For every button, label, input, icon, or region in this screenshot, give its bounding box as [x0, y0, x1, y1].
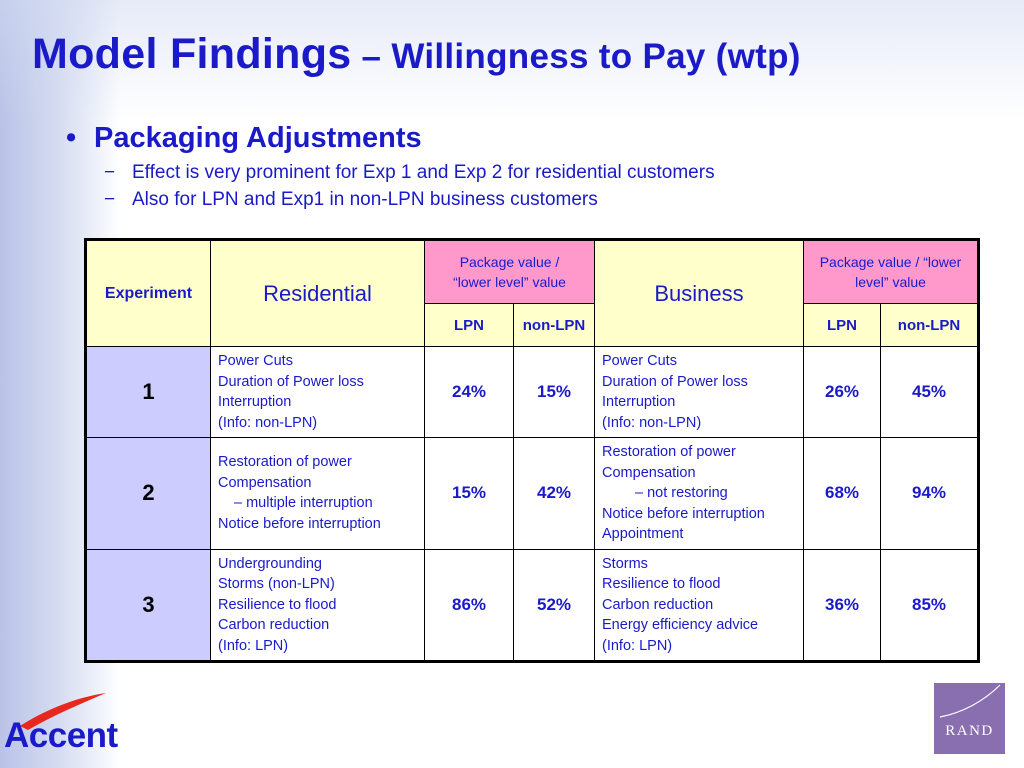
header-business-package-value: Package value / “lower level” value — [803, 239, 980, 304]
header-text-line: Package value / “lower — [819, 254, 962, 270]
description-line: Storms — [602, 555, 648, 572]
background-top-band — [0, 0, 1024, 120]
table-subheader-row: LPN non-LPN LPN non-LPN — [86, 303, 980, 347]
slide-title-subtitle: – Willingness to Pay (wtp) — [351, 37, 801, 76]
description-line: Duration of Power loss — [602, 373, 748, 390]
description-line: Energy efficiency advice — [602, 617, 759, 633]
header-experiment: Experiment — [85, 239, 211, 347]
business-description: Storms Resilience to flood Carbon reduct… — [594, 548, 805, 662]
description-line: Interruption — [218, 394, 292, 410]
bullet-dot-icon: • — [66, 122, 77, 154]
description-line: Compensation — [218, 474, 312, 491]
accent-swoosh-icon — [20, 693, 106, 730]
main-bullet: • Packaging Adjustments — [66, 122, 422, 155]
description-line: (Info: non-LPN) — [602, 414, 702, 431]
slide-title-main: Model Findings — [32, 30, 352, 78]
description-line: – multiple interruption — [234, 495, 373, 512]
accent-logo: Accent — [2, 690, 160, 762]
description-line: Notice before interruption — [218, 515, 381, 532]
sub-bullet-2: − Also for LPN and Exp1 in non-LPN busine… — [104, 189, 598, 211]
description-line: Power Cuts — [218, 353, 293, 369]
residential-description: Restoration of power Compensation – mult… — [210, 437, 425, 550]
header-business-non-lpn: non-LPN — [880, 303, 980, 347]
description-line: Carbon reduction — [218, 617, 330, 633]
experiment-number: 1 — [85, 346, 211, 438]
main-bullet-text: Packaging Adjustments — [94, 122, 422, 154]
description-line: (Info: LPN) — [218, 637, 289, 654]
header-residential-lpn: LPN — [424, 303, 514, 347]
description-line: Restoration of power — [218, 454, 352, 471]
header-residential-non-lpn: non-LPN — [512, 303, 596, 347]
rand-logo: RAND — [934, 683, 1005, 754]
description-line: Compensation — [602, 464, 696, 481]
header-residential: Residential — [210, 239, 425, 347]
header-text-line: level” value — [855, 274, 926, 290]
sub-bullet-dash-icon: − — [104, 189, 116, 210]
header-business-lpn: LPN — [803, 303, 882, 347]
description-line: Appointment — [602, 526, 684, 542]
business-non-lpn-value: 85% — [880, 548, 980, 662]
description-line: Resilience to flood — [218, 596, 337, 613]
residential-non-lpn-value: 42% — [512, 437, 596, 550]
description-line: Carbon reduction — [602, 596, 714, 613]
header-business: Business — [594, 239, 805, 347]
description-line: Power Cuts — [602, 353, 677, 369]
header-residential-package-value: Package value / “lower level” value — [423, 239, 596, 304]
slide-title: Model Findings – Willingness to Pay (wtp… — [32, 30, 801, 79]
table-row: 2 Restoration of power Compensation – mu… — [85, 437, 980, 550]
description-line: (Info: non-LPN) — [218, 414, 318, 431]
business-non-lpn-value: 45% — [880, 346, 980, 438]
sub-bullet-dash-icon: − — [104, 162, 116, 183]
business-lpn-value: 68% — [803, 437, 882, 550]
description-line: Resilience to flood — [602, 576, 721, 592]
description-line: (Info: LPN) — [602, 637, 673, 654]
header-text-line: Package value / — [459, 254, 560, 270]
residential-lpn-value: 86% — [424, 548, 514, 662]
description-line: Restoration of power — [602, 444, 736, 460]
business-non-lpn-value: 94% — [880, 437, 980, 550]
experiment-number: 3 — [85, 548, 211, 662]
residential-description: Undergrounding Storms (non-LPN) Resilien… — [210, 548, 425, 662]
residential-lpn-value: 24% — [424, 346, 514, 438]
sub-bullet-1: − Effect is very prominent for Exp 1 and … — [104, 162, 715, 184]
description-line: Storms (non-LPN) — [218, 576, 335, 592]
business-description: Power Cuts Duration of Power loss Interr… — [594, 346, 805, 438]
description-line: – not restoring — [635, 485, 728, 501]
description-line: Notice before interruption — [602, 505, 765, 522]
description-line: Interruption — [602, 394, 676, 410]
findings-table: Experiment Residential Package value / “… — [84, 238, 981, 663]
description-line: Undergrounding — [218, 555, 322, 572]
residential-lpn-value: 15% — [424, 437, 514, 550]
accent-logo-text: Accent — [4, 716, 118, 755]
description-line: Duration of Power loss — [218, 373, 364, 390]
sub-bullet-text: Also for LPN and Exp1 in non-LPN busines… — [132, 189, 598, 210]
header-text-line: “lower level” value — [453, 274, 566, 290]
rand-logo-text: RAND — [945, 723, 994, 739]
rand-arc-icon — [939, 684, 1001, 718]
residential-non-lpn-value: 15% — [512, 346, 596, 438]
business-lpn-value: 36% — [803, 548, 882, 662]
business-lpn-value: 26% — [803, 346, 882, 438]
table-header-row: Experiment Residential Package value / “… — [85, 239, 980, 347]
business-description: Restoration of power Compensation – not … — [594, 437, 805, 550]
table-row: 3 Undergrounding Storms (non-LPN) Resili… — [85, 548, 980, 662]
experiment-number: 2 — [85, 437, 211, 550]
table-row: 1 Power Cuts Duration of Power loss Inte… — [85, 346, 980, 438]
residential-description: Power Cuts Duration of Power loss Interr… — [210, 346, 425, 438]
sub-bullet-text: Effect is very prominent for Exp 1 and E… — [132, 162, 715, 183]
residential-non-lpn-value: 52% — [512, 548, 596, 662]
